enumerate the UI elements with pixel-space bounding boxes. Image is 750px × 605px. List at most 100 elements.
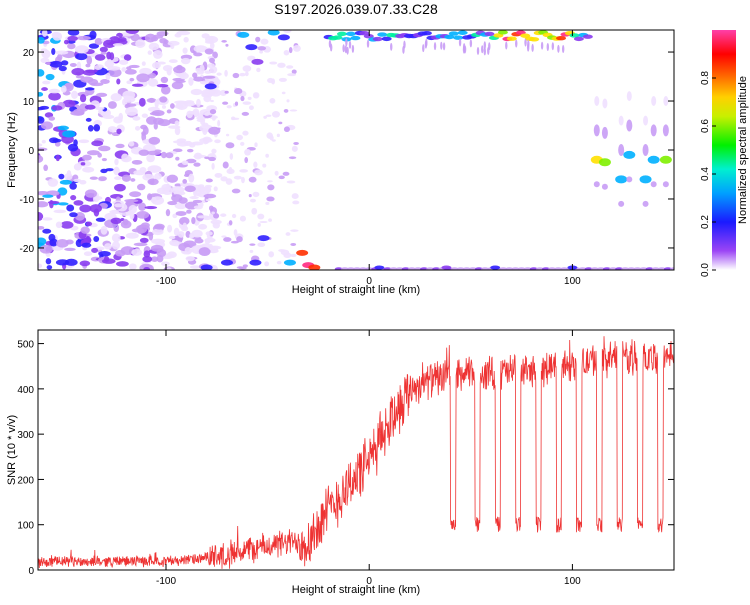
spectrogram-cell	[147, 165, 162, 173]
figure-title: S197.2026.039.07.33.C28	[274, 1, 438, 17]
spectrogram-cell	[584, 267, 593, 270]
spectrogram-cell	[126, 80, 133, 85]
spectrogram-cell	[193, 205, 203, 210]
colorbar-ticks: 0.0 0.2 0.4 0.6 0.8	[700, 71, 716, 277]
spectrogram-cell	[51, 48, 56, 55]
spectrogram-cell	[271, 139, 276, 142]
spectrogram-cell	[517, 267, 526, 270]
spectrogram-cell	[106, 51, 112, 60]
spectrogram-cell	[234, 88, 243, 95]
spectrogram-cell	[124, 103, 137, 107]
spectrogram-cell	[84, 87, 95, 91]
spectrogram-cell	[594, 96, 600, 107]
spectrogram-cell	[623, 150, 636, 159]
spectrogram-cell	[287, 73, 297, 77]
spectrogram-cell	[38, 143, 43, 147]
spectrogram-cell	[389, 267, 398, 270]
spectrogram-cell	[557, 44, 560, 53]
spectrogram-cell	[184, 185, 196, 193]
spectrogram-cell	[257, 46, 267, 51]
spectrogram-cell	[38, 212, 44, 221]
spectrogram-cell	[114, 203, 124, 208]
spectrogram-cell	[108, 68, 122, 78]
spectrogram-cell	[182, 47, 188, 54]
spectrogram-cell	[67, 30, 80, 36]
spectrogram-cell	[278, 175, 285, 180]
spectrogram-cell	[288, 156, 297, 160]
spectrogram-cell	[69, 62, 77, 67]
spectrogram-cell	[125, 30, 139, 34]
spectrogram-cell	[276, 133, 280, 138]
spectrogram-cell	[186, 110, 193, 119]
spectrogram-cell	[196, 98, 201, 108]
snr-xtick-label: 0	[366, 576, 372, 587]
spectrogram-cell	[157, 119, 171, 127]
spectrogram-cell	[192, 199, 203, 204]
spectrogram-cell	[178, 217, 190, 226]
spectrogram-cell	[236, 236, 243, 243]
spectrogram-cell	[172, 213, 178, 219]
spectrogram-cell	[290, 229, 299, 232]
spectrogram-cell	[128, 141, 135, 147]
spectrogram-cell	[239, 215, 247, 222]
spectrogram-cell	[450, 267, 459, 270]
spectrogram-cell	[89, 30, 97, 39]
spectrogram-cell	[175, 211, 187, 217]
spectrogram-cell	[223, 237, 232, 242]
spectrogram-cell	[529, 37, 540, 42]
spectrogram-cell	[363, 34, 374, 39]
snr-frame	[37, 329, 675, 571]
spectrogram-cell	[100, 168, 108, 174]
spectrogram-cell	[166, 109, 172, 114]
spectrogram-cell	[237, 31, 250, 38]
spectrogram-cell	[531, 43, 534, 52]
spectrogram-cell	[395, 267, 404, 270]
spectrogram-cell	[662, 181, 669, 188]
spectrogram-ytick-label: 20	[23, 48, 35, 59]
spectrogram-cell	[488, 42, 491, 51]
spectrogram-cell	[260, 38, 269, 45]
spectrogram-cell	[663, 96, 669, 107]
snr-ytick-label: 500	[17, 340, 34, 351]
spectrogram-cell	[269, 98, 276, 104]
spectrogram-cell	[209, 109, 217, 115]
spectrogram-cell	[96, 92, 108, 98]
spectrogram-cell	[171, 81, 184, 90]
spectrogram-cell	[524, 38, 527, 47]
spectrogram-cell	[112, 43, 124, 47]
spectrogram-cell	[229, 153, 234, 160]
spectrogram-cell	[204, 156, 210, 160]
spectrogram-cell	[220, 176, 228, 182]
spectrogram-cell	[254, 169, 263, 176]
spectrogram-cell	[160, 76, 169, 84]
spectrogram-cell	[143, 250, 151, 258]
spectrogram-cell	[142, 126, 149, 135]
spectrogram-cell	[593, 124, 600, 137]
spectrogram-cell	[560, 267, 569, 270]
spectrogram-cell	[643, 115, 649, 126]
colorbar-gradient	[712, 30, 736, 270]
spectrogram-cell	[70, 194, 77, 201]
spectrogram-cell	[505, 267, 514, 270]
spectrogram-cell	[167, 40, 180, 46]
spectrogram-cell	[290, 242, 297, 246]
snr-background	[38, 330, 674, 570]
spectrogram-cell	[40, 121, 53, 130]
spectrogram-cell	[433, 42, 437, 51]
spectrogram-cell	[57, 202, 69, 206]
spectrogram-cell	[481, 45, 484, 54]
spectrogram-cell	[111, 233, 121, 243]
spectrogram-cell	[130, 178, 136, 182]
spectrogram-cell	[639, 175, 652, 184]
spectrogram-cell	[142, 255, 153, 263]
spectrogram-cell	[268, 218, 272, 222]
spectrogram-cell	[245, 44, 258, 51]
spectrogram-cell	[244, 71, 249, 77]
spectrogram-cell	[663, 267, 672, 270]
spectrogram-cell	[160, 151, 167, 159]
spectrogram-cell	[123, 54, 132, 61]
spectrogram-cell	[170, 43, 175, 50]
spectrogram-cell	[242, 101, 252, 105]
